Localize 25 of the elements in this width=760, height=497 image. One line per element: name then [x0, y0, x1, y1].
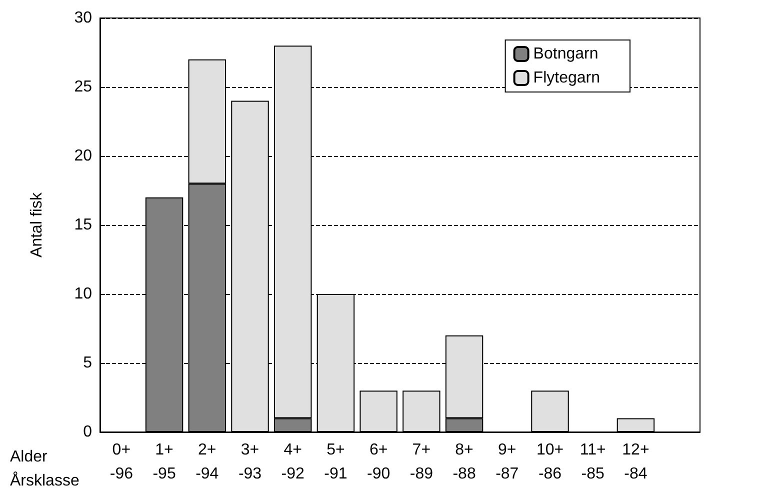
y-tick-label: 30	[74, 10, 92, 26]
y-tick-label: 0	[83, 424, 92, 440]
x-tick-label: 1+ -95	[152, 442, 176, 482]
x-tick-label: 7+ -89	[410, 442, 434, 482]
y-tick-label: 5	[83, 354, 92, 372]
y-axis-title: Antal fisk	[28, 192, 46, 258]
legend-label: Botngarn	[533, 46, 598, 62]
x-tick-label: 4+ -92	[281, 442, 305, 482]
text: Årsklasse	[10, 472, 80, 490]
y-tick-label: 25	[74, 78, 92, 96]
x-tick-label: 3+ -93	[238, 442, 262, 482]
x-tick-label: 5+ -91	[324, 442, 348, 482]
legend-label: Flytegarn	[533, 70, 600, 86]
x-tick-label: 10+ -86	[536, 442, 564, 482]
x-tick-label: 0+ -96	[110, 442, 134, 482]
x-tick-label: 8+ -88	[452, 442, 476, 482]
x-tick-label: 12+ -84	[622, 442, 650, 482]
y-tick-label: 20	[74, 148, 92, 164]
x-tick-label: 9+ -87	[496, 442, 519, 482]
x-tick-label: 6+ -90	[367, 442, 390, 482]
y-tick-label: 10	[74, 286, 92, 302]
x-tick-label: 2+ -94	[196, 442, 219, 482]
x-tick-label: 11+ -85	[580, 442, 606, 482]
text: Alder	[10, 448, 48, 466]
y-tick-label: 15	[74, 216, 92, 234]
